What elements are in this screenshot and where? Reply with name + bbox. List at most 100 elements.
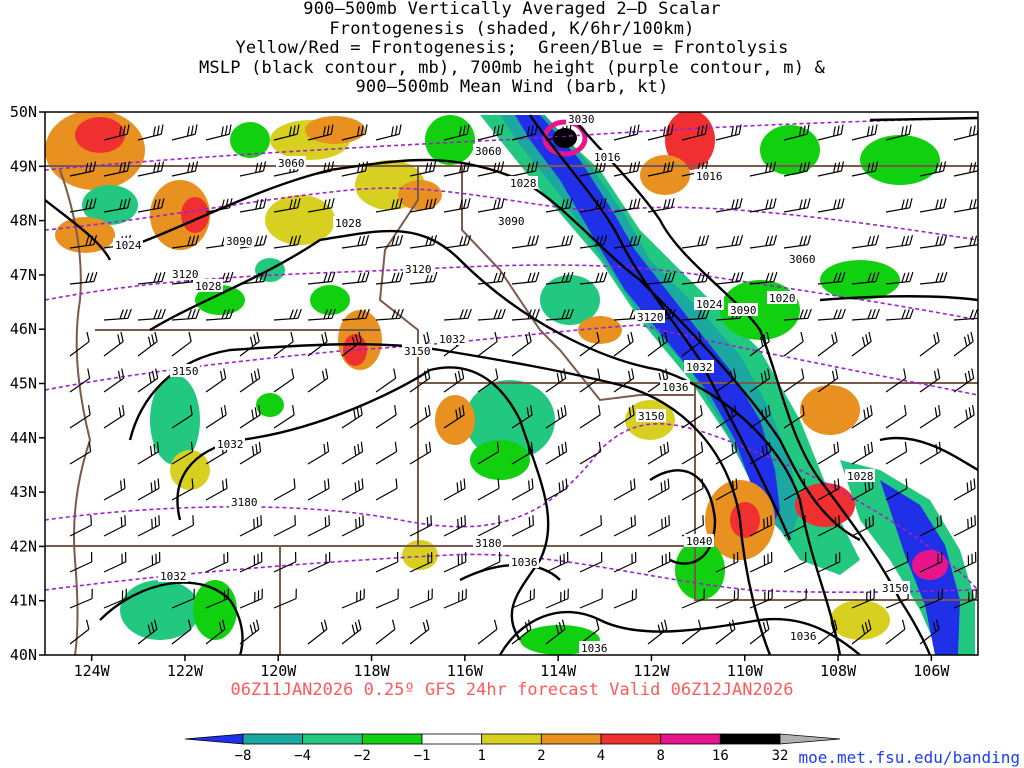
svg-text:1032: 1032 [217,438,244,451]
wind-barb [851,619,872,645]
wind-barb [205,198,233,213]
wind-barb [783,478,806,501]
colorbar-swatch [361,733,423,745]
wind-barb [545,198,573,213]
wind-barb [885,551,909,573]
svg-text:3180: 3180 [475,537,502,550]
height-label: 3060 [787,252,817,266]
wind-barb [715,368,737,393]
wind-barb [749,331,770,357]
wind-barb [239,619,260,645]
wind-barb [273,198,301,213]
wind-barb [375,368,397,393]
wind-barb [103,198,131,213]
lon-tick-label: 122W [167,662,204,680]
svg-text:3120: 3120 [405,263,432,276]
wind-barb [613,368,635,393]
wind-barb [749,368,771,393]
wind-barb [783,368,805,393]
lon-tick-label: 120W [260,662,297,680]
wind-barb [953,198,978,213]
wind-barb [919,235,948,249]
colorbar-swatch [481,733,542,745]
wind-barb [477,441,500,465]
svg-text:3030: 3030 [568,113,595,126]
wind-barb [817,331,838,357]
colorbar-swatch [540,733,602,745]
wind-barb [273,235,302,249]
lat-tick-label: 40N [10,646,37,664]
wind-barb [205,619,226,645]
wind-barb [69,235,98,249]
wind-barb [919,198,947,213]
shade-green [150,375,200,465]
wind-barb [919,515,942,537]
wind-barb [579,271,608,285]
wind-barb [409,619,430,645]
wind-barb [103,515,126,537]
shade-orange [435,395,475,445]
wind-barb [375,441,398,465]
lon-tick-label: 106W [913,662,950,680]
wind-barb [613,235,642,249]
wind-barb [715,124,742,141]
wind-barb [647,551,671,573]
lat-tick-label: 42N [10,537,37,555]
colorbar-swatch [302,733,363,745]
mslp-label: 1028 [333,216,363,230]
shade-green [820,260,900,300]
wind-barb [817,551,841,573]
wind-barb [545,441,568,465]
wind-barb [749,441,772,465]
wind-barb [851,235,880,249]
mslp-label: 1032 [158,569,188,583]
wind-barb [341,588,365,609]
lon-tick-label: 116W [447,662,484,680]
mslp-label: 1040 [684,534,714,548]
wind-barb [885,271,914,285]
shade-magenta [912,550,948,580]
mslp-label: 1036 [788,629,818,643]
credit-url: moe.met.fsu.edu/banding [798,748,1020,767]
wind-barb [783,405,805,429]
shade-orange [55,217,115,253]
wind-barb [919,441,942,465]
wind-barb [443,478,466,501]
mslp-label: 1032 [684,360,714,374]
svg-text:3120: 3120 [637,311,664,324]
wind-barb [783,515,806,537]
wind-barb [307,271,336,285]
wind-barb [307,478,330,501]
wind-barb [239,515,262,537]
wind-barb [579,551,603,573]
wind-barb [273,478,296,501]
wind-barb [817,441,840,465]
wind-barb [919,161,947,177]
wind-barb [409,515,432,537]
colorbar-swatch [719,733,781,745]
colorbar: −8 −4 −2 −1 1 2 4 8 16 32 [184,733,841,764]
wind-barb [851,161,879,177]
wind-barb [545,588,569,609]
lon-tick-label: 114W [540,662,577,680]
wind-barb [409,368,431,393]
svg-text:3150: 3150 [882,582,909,595]
shade-orange [305,116,365,144]
wind-barb [69,515,92,537]
wind-barb [477,619,498,645]
wind-barb [579,588,603,609]
wind-barb [137,331,158,357]
wind-barb [443,368,465,393]
mslp-label: 1036 [509,555,539,569]
wind-barb [341,478,364,501]
wind-barb [749,271,778,285]
coastline [59,169,92,655]
wind-barb [613,588,637,609]
colorbar-swatch [242,733,304,745]
wind-barb [103,368,125,393]
lat-tick-label: 45N [10,375,37,393]
wind-barb [341,308,370,321]
wind-barb [715,235,744,249]
wind-barb [307,308,336,321]
wind-barb [613,551,637,573]
